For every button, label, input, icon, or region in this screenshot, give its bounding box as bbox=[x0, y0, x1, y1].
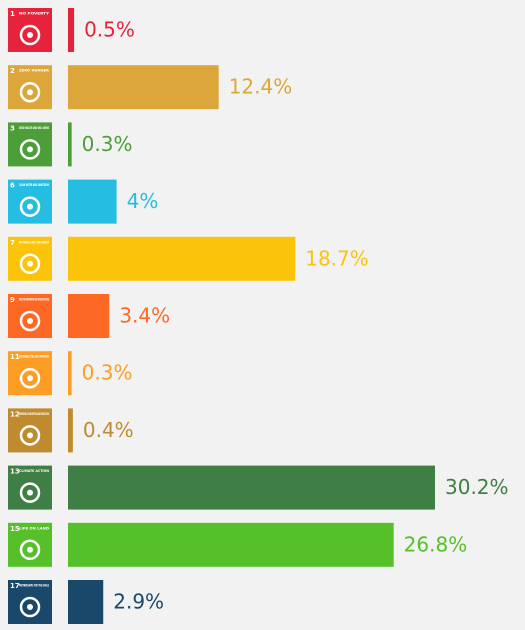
value-label: 3.4% bbox=[119, 304, 170, 328]
goal-number: 6 bbox=[10, 182, 15, 190]
icon-glyph bbox=[19, 139, 41, 160]
icon-glyph bbox=[19, 24, 41, 46]
icon-glyph-dot bbox=[27, 32, 33, 38]
icon-glyph-dot bbox=[27, 260, 33, 267]
goal-number: 12 bbox=[10, 410, 20, 418]
icon-glyph-dot bbox=[27, 432, 33, 439]
goal-number: 2 bbox=[10, 67, 15, 75]
goal-label: ZERO HUNGER bbox=[19, 69, 49, 73]
goal-number: 13 bbox=[10, 468, 20, 476]
goal-number: 3 bbox=[10, 124, 15, 132]
icon-glyph bbox=[19, 310, 41, 332]
goal-label: LIFE ON LAND bbox=[19, 526, 49, 530]
goal-icon: 11 SUSTAINABLE CITIES AND COMMUNITIES bbox=[8, 351, 52, 396]
bar bbox=[68, 8, 75, 52]
value-label: 26.8% bbox=[404, 532, 468, 556]
goal-icon: 6 CLEAN WATER AND SANITATION bbox=[8, 179, 52, 224]
icon-glyph-dot bbox=[27, 203, 33, 210]
goal-number: 9 bbox=[10, 296, 15, 304]
goal-label: NO POVERTY bbox=[19, 12, 50, 16]
goal-number: 17 bbox=[10, 582, 20, 590]
icon-glyph bbox=[19, 253, 41, 275]
bar bbox=[68, 465, 435, 510]
goal-icon: 2 ZERO HUNGER bbox=[8, 65, 52, 110]
goal-label: CLIMATE ACTION bbox=[19, 469, 49, 473]
icon-glyph bbox=[19, 196, 41, 217]
goal-label: INDUSTRY, INNOVATION AND INFRASTRUCTURE bbox=[19, 298, 49, 302]
goal-icon: 1 NO POVERTY bbox=[8, 8, 52, 52]
icon-glyph-dot bbox=[27, 489, 33, 496]
icon-glyph bbox=[19, 367, 41, 389]
icon-glyph bbox=[19, 596, 41, 618]
bar bbox=[68, 236, 296, 281]
value-label: 0.4% bbox=[83, 418, 134, 442]
goal-icon: 7 AFFORDABLE AND CLEAN ENERGY bbox=[8, 236, 52, 281]
value-label: 12.4% bbox=[229, 75, 293, 99]
goal-number: 7 bbox=[10, 239, 15, 247]
icon-glyph bbox=[19, 425, 41, 446]
goal-label: GOOD HEALTH AND WELL-BEING bbox=[19, 126, 49, 130]
icon-glyph-dot bbox=[27, 89, 33, 96]
goal-icon: 13 CLIMATE ACTION bbox=[8, 465, 52, 510]
goal-icon: 15 LIFE ON LAND bbox=[8, 522, 52, 567]
icon-glyph bbox=[19, 482, 41, 503]
icon-glyph bbox=[19, 81, 41, 103]
goal-number: 11 bbox=[10, 353, 20, 361]
value-label: 0.5% bbox=[84, 18, 135, 42]
bar bbox=[68, 294, 110, 338]
icon-glyph-dot bbox=[27, 546, 33, 553]
bar bbox=[68, 580, 104, 624]
goal-number: 15 bbox=[10, 525, 20, 533]
goal-label: SUSTAINABLE CITIES AND COMMUNITIES bbox=[19, 355, 49, 359]
bar bbox=[68, 351, 72, 396]
value-label: 18.7% bbox=[305, 246, 369, 270]
goal-icon: 9 INDUSTRY, INNOVATION AND INFRASTRUCTURE bbox=[8, 294, 52, 338]
goal-number: 1 bbox=[10, 10, 15, 18]
value-label: 0.3% bbox=[82, 361, 133, 385]
goal-icon: 17 PARTNERSHIPS FOR THE GOALS bbox=[8, 580, 52, 624]
goal-label: AFFORDABLE AND CLEAN ENERGY bbox=[19, 240, 49, 244]
goal-icon: 12 RESPONSIBLE CONSUMPTION AND PRODUCTION bbox=[8, 408, 52, 453]
value-label: 4% bbox=[127, 189, 159, 213]
goal-label: PARTNERSHIPS FOR THE GOALS bbox=[19, 584, 49, 588]
value-label: 0.3% bbox=[82, 132, 133, 156]
bar bbox=[68, 408, 73, 453]
bar bbox=[68, 65, 219, 110]
goal-label: CLEAN WATER AND SANITATION bbox=[19, 183, 49, 187]
bar bbox=[68, 522, 394, 567]
goal-label: RESPONSIBLE CONSUMPTION AND PRODUCTION bbox=[19, 412, 49, 416]
bar bbox=[68, 122, 72, 167]
icon-glyph-dot bbox=[27, 146, 33, 153]
goal-icon: 3 GOOD HEALTH AND WELL-BEING bbox=[8, 122, 52, 167]
bar bbox=[68, 179, 117, 224]
icon-glyph-dot bbox=[27, 375, 33, 382]
icon-glyph-dot bbox=[27, 318, 33, 324]
value-label: 2.9% bbox=[113, 590, 164, 614]
value-label: 30.2% bbox=[445, 475, 509, 499]
icon-glyph bbox=[19, 539, 41, 561]
icon-glyph-dot bbox=[27, 604, 33, 610]
